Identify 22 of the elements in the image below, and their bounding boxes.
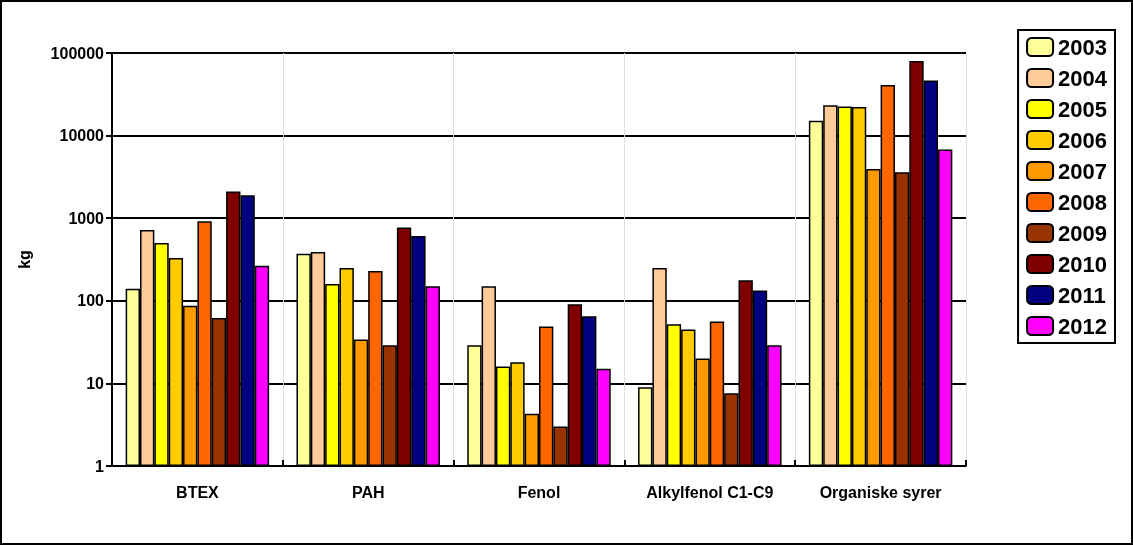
y-axis-title: kg — [15, 250, 33, 269]
legend-label: 2010 — [1058, 251, 1108, 277]
y-tick-label: 1 — [95, 457, 105, 475]
legend-label: 2011 — [1058, 282, 1106, 308]
x-tick-label: Fenol — [517, 483, 561, 501]
legend-label: 2004 — [1058, 65, 1108, 91]
legend-label: 2008 — [1058, 189, 1108, 215]
y-tick-label: 10000 — [59, 127, 105, 145]
y-tick-label: 1000 — [68, 209, 105, 227]
legend-label: 2007 — [1058, 158, 1108, 184]
x-tick-label: BTEX — [176, 483, 220, 501]
legend-label: 2009 — [1058, 220, 1108, 246]
y-tick-label: 10 — [86, 374, 105, 392]
x-tick-label: PAH — [351, 483, 385, 501]
y-tick-label: 100000 — [50, 44, 105, 62]
y-tick-label: 100 — [77, 292, 105, 310]
legend-label: 2012 — [1058, 313, 1108, 339]
legend-label: 2003 — [1058, 34, 1108, 60]
x-tick-label: Organiske syrer — [819, 483, 942, 501]
legend-label: 2006 — [1058, 127, 1108, 153]
x-tick-label: Alkylfenol C1-C9 — [646, 483, 774, 501]
legend-label: 2005 — [1058, 96, 1108, 122]
